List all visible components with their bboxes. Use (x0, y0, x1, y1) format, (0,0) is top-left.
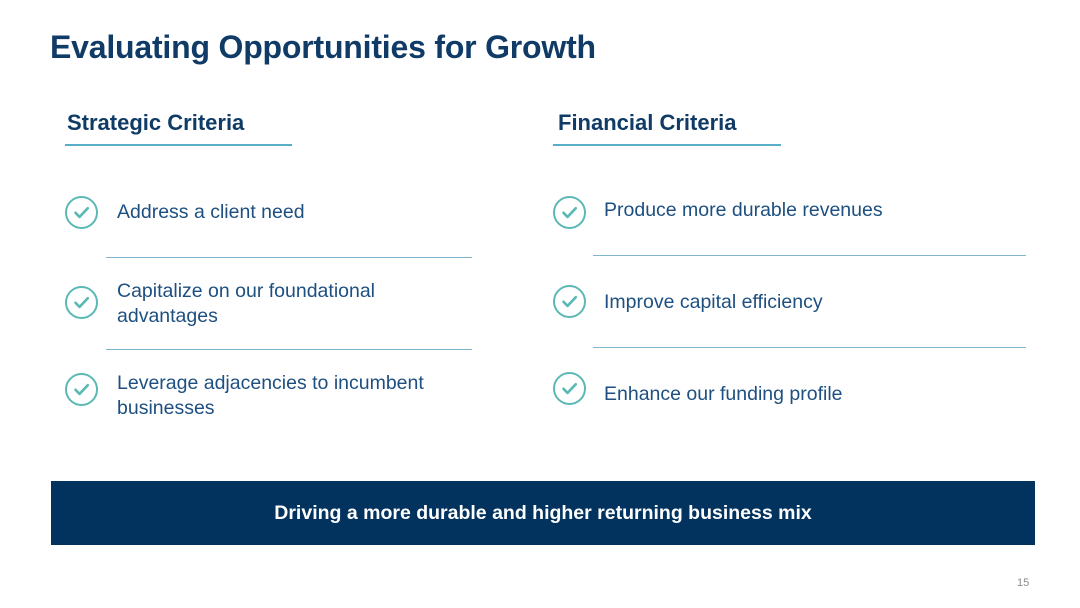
strategic-item-3: Leverage adjacencies to incumbent busine… (117, 371, 424, 421)
financial-divider-1 (593, 255, 1026, 256)
strategic-item-2-line2: advantages (117, 305, 218, 327)
page-number: 15 (1017, 577, 1030, 589)
checkmark-circle-icon (65, 286, 98, 319)
checkmark-circle-icon (553, 372, 586, 405)
summary-banner: Driving a more durable and higher return… (51, 481, 1035, 545)
strategic-item-1: Address a client need (117, 200, 305, 225)
checkmark-circle-icon (65, 196, 98, 229)
strategic-item-2-line1: Capitalize on our foundational (117, 280, 376, 302)
strategic-item-2: Capitalize on our foundational advantage… (117, 279, 375, 329)
summary-banner-text: Driving a more durable and higher return… (274, 501, 812, 524)
financial-item-2: Improve capital efficiency (604, 290, 823, 315)
financial-heading-underline (553, 144, 781, 146)
strategic-item-1-text: Address a client need (117, 201, 305, 223)
financial-divider-2 (593, 347, 1026, 348)
financial-criteria-heading: Financial Criteria (558, 110, 737, 135)
financial-item-3: Enhance our funding profile (604, 382, 843, 407)
financial-item-1-text: Produce more durable revenues (604, 199, 883, 221)
slide-title: Evaluating Opportunities for Growth (50, 29, 596, 65)
checkmark-circle-icon (553, 196, 586, 229)
strategic-divider-2 (106, 349, 472, 350)
checkmark-circle-icon (65, 373, 98, 406)
strategic-item-3-line1: Leverage adjacencies to incumbent (117, 372, 424, 394)
financial-item-2-text: Improve capital efficiency (604, 291, 823, 313)
strategic-divider-1 (106, 257, 472, 258)
strategic-criteria-heading: Strategic Criteria (67, 110, 245, 135)
checkmark-circle-icon (553, 285, 586, 318)
financial-item-1: Produce more durable revenues (604, 198, 883, 223)
strategic-heading-underline (65, 144, 292, 146)
strategic-item-3-line2: businesses (117, 397, 215, 419)
financial-item-3-text: Enhance our funding profile (604, 383, 843, 405)
